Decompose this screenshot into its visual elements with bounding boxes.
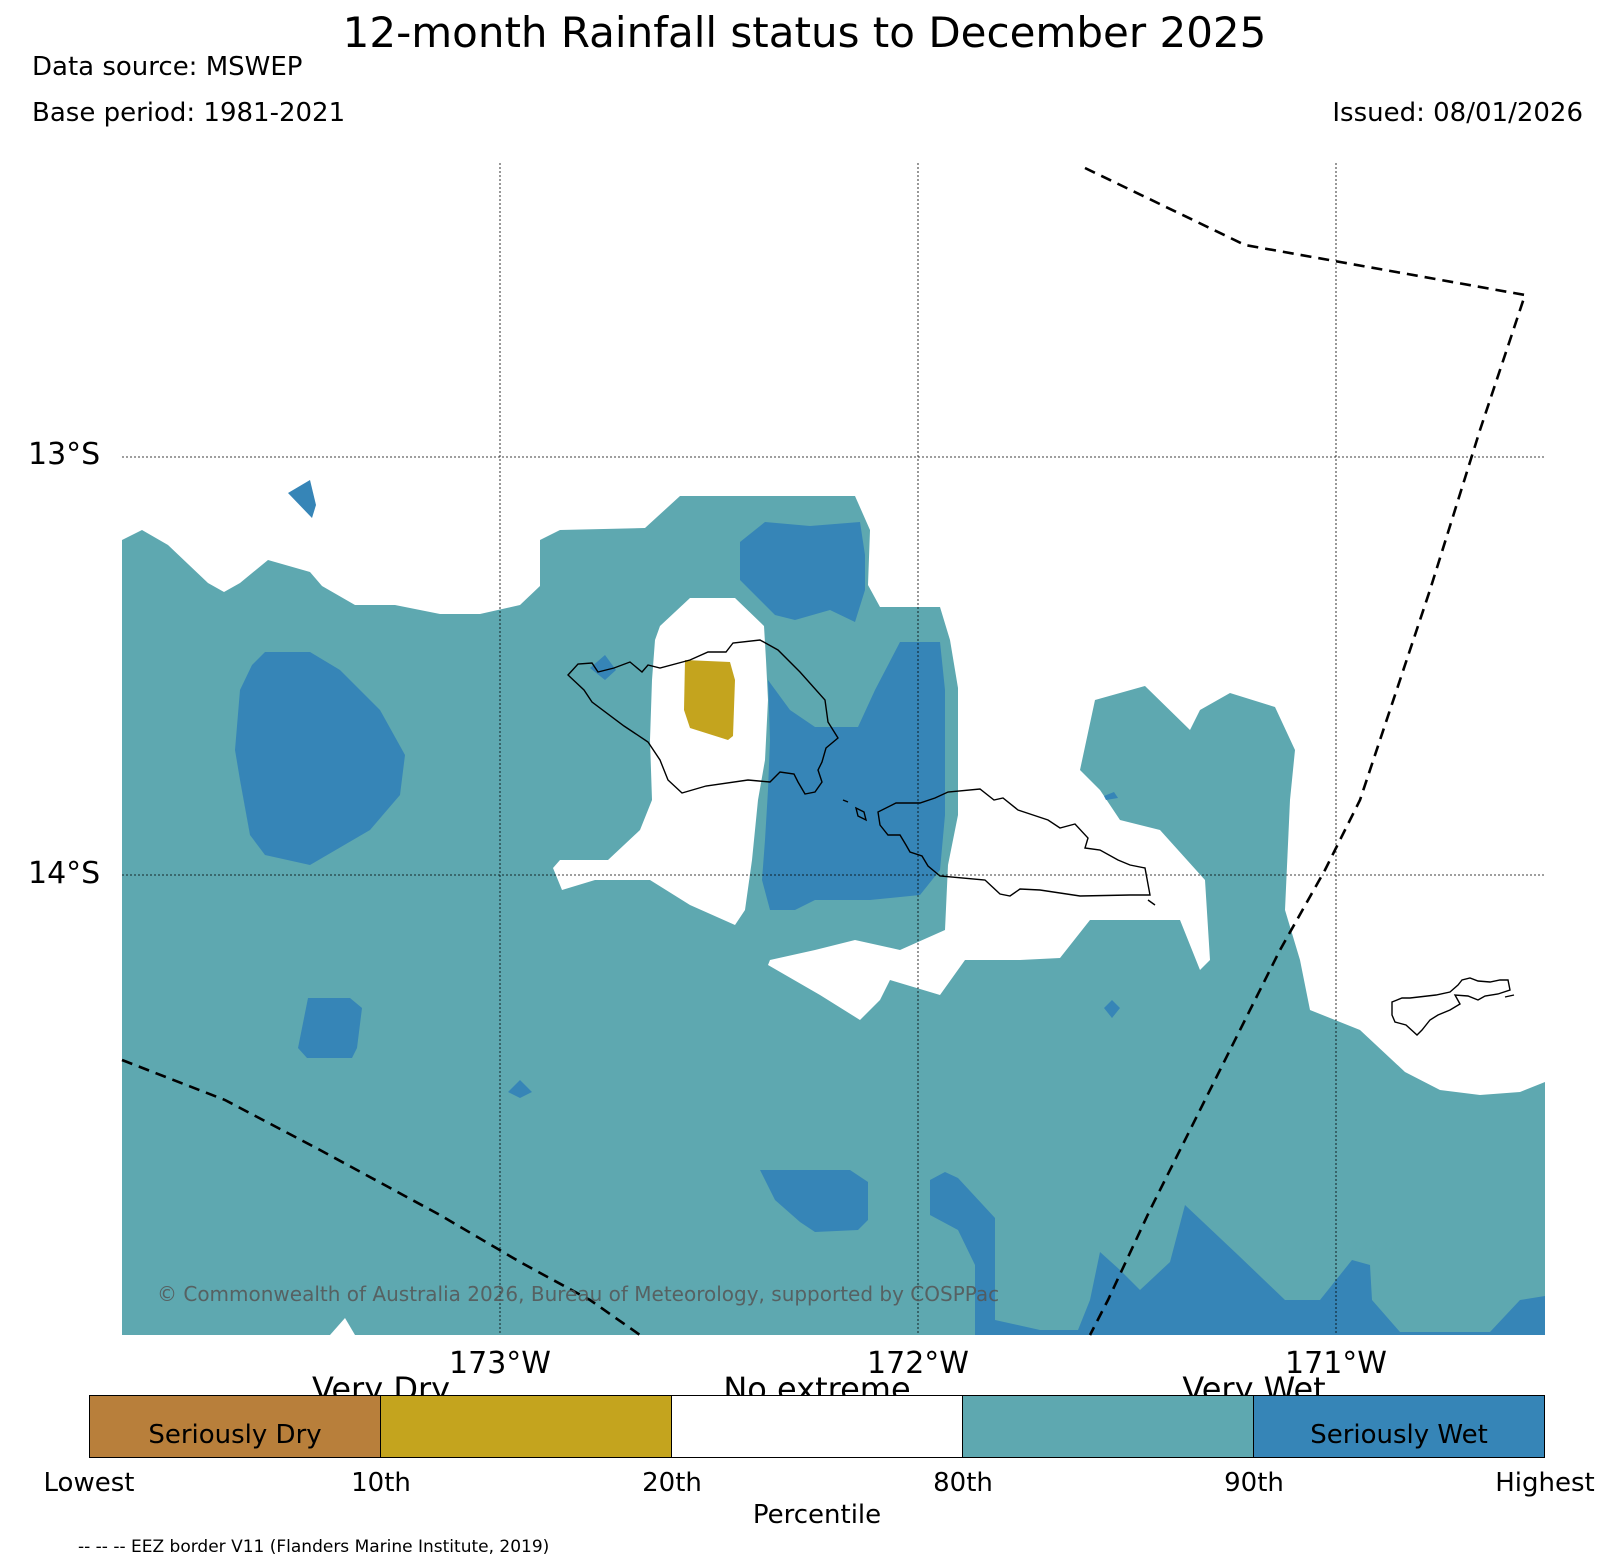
- seriously-wet-region: [760, 1170, 868, 1232]
- seriously-wet-region: [590, 655, 616, 680]
- copyright-notice: © Commonwealth of Australia 2026, Bureau…: [157, 1282, 1000, 1306]
- legend-box-no-extreme: [672, 1396, 963, 1457]
- islet-outline: [1504, 994, 1515, 998]
- seriously-wet-region: [930, 1172, 1545, 1335]
- seriously-wet-region: [508, 1080, 532, 1098]
- map-title: 12-month Rainfall status to December 202…: [342, 8, 1267, 57]
- legend-box-very-wet: [963, 1396, 1254, 1457]
- eez-border-note: -- -- -- EEZ border V11 (Flanders Marine…: [78, 1537, 550, 1557]
- legend-box-seriously-wet: Seriously Wet: [1254, 1396, 1544, 1457]
- legend-tick-10th: 10th: [351, 1468, 411, 1498]
- seriously-wet-region: [1104, 1000, 1120, 1018]
- lat-label-14s: 14°S: [28, 856, 101, 891]
- seriously-wet-region: [762, 642, 945, 910]
- upolu-island-outline: [877, 788, 1151, 897]
- rainfall-field: [122, 480, 1545, 1335]
- upolu-east-tip-outline: [1147, 899, 1156, 906]
- legend-box-very-dry: [381, 1396, 672, 1457]
- legend-tick-90th: 90th: [1224, 1468, 1284, 1498]
- islet-outline: [842, 799, 849, 803]
- seriously-wet-region: [235, 652, 405, 865]
- coastlines: [567, 639, 1515, 1036]
- no-extreme-region: [330, 1318, 355, 1335]
- legend-tick-20th: 20th: [642, 1468, 702, 1498]
- very-dry-region: [684, 660, 735, 740]
- legend-tick-lowest: Lowest: [43, 1468, 135, 1498]
- lon-label-173w: 173°W: [449, 1346, 551, 1381]
- base-period-label: Base period: 1981-2021: [32, 98, 346, 128]
- legend-tick-highest: Highest: [1495, 1468, 1595, 1498]
- legend-box-label: Seriously Wet: [1310, 1420, 1488, 1450]
- eez-border: [121, 166, 1527, 1337]
- legend-box-label: Seriously Dry: [148, 1420, 322, 1450]
- savaii-island-outline: [567, 639, 839, 795]
- legend-colorbar: Seriously Dry Seriously Wet: [89, 1395, 1545, 1458]
- very-wet-region: [122, 496, 1545, 1335]
- legend-box-seriously-dry: Seriously Dry: [90, 1396, 381, 1457]
- seriously-wet-region: [288, 480, 316, 518]
- seriously-wet-region: [740, 522, 865, 622]
- seriously-wet-region: [1104, 792, 1118, 800]
- data-source-label: Data source: MSWEP: [32, 52, 303, 82]
- issued-date-label: Issued: 08/01/2026: [1332, 98, 1583, 128]
- lon-label-171w: 171°W: [1285, 1346, 1387, 1381]
- tutuila-island-outline: [1391, 977, 1511, 1036]
- lon-label-172w: 172°W: [867, 1346, 969, 1381]
- legend-tick-80th: 80th: [933, 1468, 993, 1498]
- seriously-wet-region: [298, 998, 362, 1058]
- manono-island-outline: [854, 806, 868, 822]
- legend-axis-title: Percentile: [752, 1500, 882, 1530]
- lat-label-13s: 13°S: [28, 437, 101, 472]
- graticule: [122, 163, 1545, 1335]
